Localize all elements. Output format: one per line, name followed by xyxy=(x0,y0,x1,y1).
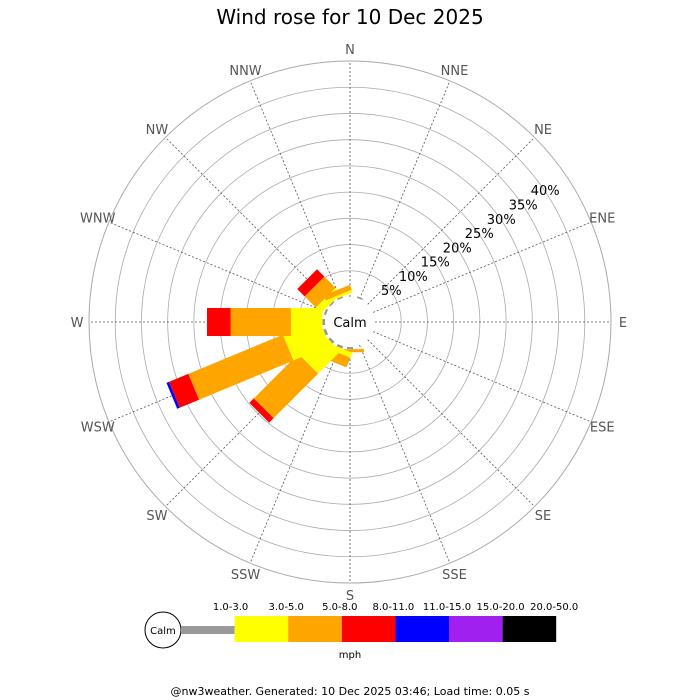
footer-text: @nw3weather. Generated: 10 Dec 2025 03:4… xyxy=(170,685,530,698)
legend-unit-label: mph xyxy=(339,650,361,661)
radial-tick-label: 40% xyxy=(531,184,560,199)
bar-nnw-1.0-3.0 xyxy=(337,296,344,301)
legend-label-1.0-3.0: 1.0-3.0 xyxy=(213,602,248,613)
direction-label-n: N xyxy=(345,43,355,58)
radial-tick-label: 30% xyxy=(487,213,516,228)
bar-wsw-11.0-15.0 xyxy=(166,381,180,409)
bar-sw-5.0-8.0 xyxy=(253,353,319,419)
spoke-ese xyxy=(372,331,592,423)
legend-calm-label: Calm xyxy=(150,626,176,637)
legend: Calm 1.0-3.0 3.0-5.0 5.0-8.0 8.0-11.0 11.0-15… xyxy=(144,602,578,661)
bar-nw-1.0-3.0 xyxy=(329,301,335,307)
radial-tick-label: 20% xyxy=(443,241,472,256)
legend-swatch-1.0-3.0 xyxy=(181,626,235,634)
bar-w-5.0-8.0 xyxy=(230,308,291,336)
spoke-nne xyxy=(359,80,451,300)
polar-grid xyxy=(88,60,612,584)
direction-label-ne: NE xyxy=(534,123,552,138)
legend-label-3.0-5.0: 3.0-5.0 xyxy=(268,602,303,613)
bar-wsw-5.0-8.0 xyxy=(188,334,294,400)
direction-label-w: W xyxy=(71,316,84,331)
legend-label-5.0-8.0: 5.0-8.0 xyxy=(322,602,357,613)
calm-label: Calm xyxy=(333,316,366,331)
spoke-ne xyxy=(367,137,535,305)
legend-swatch-15.0-20.0 xyxy=(449,616,503,642)
bar-nne-1.0-3.0 xyxy=(356,296,363,301)
direction-label-s: S xyxy=(346,589,354,604)
direction-label-nw: NW xyxy=(146,123,169,138)
spoke-ene xyxy=(372,221,592,313)
direction-label-sw: SW xyxy=(146,509,167,524)
direction-label-ese: ESE xyxy=(590,420,615,435)
radial-tick-label: 5% xyxy=(381,284,402,299)
bar-sw-8.0-11.0 xyxy=(249,398,274,423)
chart-title: Wind rose for 10 Dec 2025 xyxy=(216,5,484,29)
calm-circle xyxy=(327,299,373,345)
bar-nw-8.0-11.0 xyxy=(297,269,325,297)
legend-label-20.0-50.0: 20.0-50.0 xyxy=(530,602,578,613)
outer-ring xyxy=(88,60,612,584)
direction-label-e: E xyxy=(619,316,627,331)
bar-s-1.0-3.0 xyxy=(347,347,353,350)
bar-w-8.0-11.0 xyxy=(207,308,231,336)
direction-label-se: SE xyxy=(535,509,551,524)
direction-label-ssw: SSW xyxy=(231,568,261,583)
spoke-wnw xyxy=(108,221,328,313)
direction-label-wsw: WSW xyxy=(81,420,115,435)
direction-label-wnw: WNW xyxy=(80,212,116,227)
grid-ring xyxy=(193,165,507,479)
spoke-nnw xyxy=(249,80,341,300)
bar-nnw-5.0-8.0 xyxy=(323,284,352,301)
direction-label-sse: SSE xyxy=(442,568,467,583)
direction-label-nnw: NNW xyxy=(229,64,261,79)
bar-ssw-1.0-3.0 xyxy=(336,343,344,349)
spoke-ssw xyxy=(249,344,341,564)
legend-swatch-20.0-50.0 xyxy=(502,616,557,642)
legend-label-8.0-11.0: 8.0-11.0 xyxy=(373,602,415,613)
spoke-sse xyxy=(359,344,451,564)
bar-nnw-3.0-5.0 xyxy=(325,289,353,303)
legend-swatch-3.0-5.0 xyxy=(234,616,289,642)
bar-nw-5.0-8.0 xyxy=(304,276,336,308)
bar-w-1.0-3.0 xyxy=(322,319,325,325)
radial-tick-labels: 5%10%15%20%25%30%35%40% xyxy=(381,184,560,299)
calm-center: Calm xyxy=(327,299,373,345)
direction-label-nne: NNE xyxy=(441,64,469,79)
legend-swatch-11.0-15.0 xyxy=(395,616,449,642)
bar-w-3.0-5.0 xyxy=(290,308,323,336)
radial-tick-label: 25% xyxy=(465,227,494,242)
legend-swatch-5.0-8.0 xyxy=(288,616,342,642)
grid-ring xyxy=(141,113,559,531)
spoke-sw xyxy=(165,339,333,507)
bar-wsw-8.0-11.0 xyxy=(168,373,200,408)
bar-sw-3.0-5.0 xyxy=(298,331,341,374)
radial-tick-label: 15% xyxy=(421,256,450,271)
legend-swatch-8.0-11.0 xyxy=(341,616,396,642)
spoke-se xyxy=(367,339,535,507)
radial-tick-label: 35% xyxy=(509,199,538,214)
wind-bars xyxy=(166,269,364,423)
direction-label-ene: ENE xyxy=(589,212,615,227)
bar-sw-1.0-3.0 xyxy=(328,337,335,344)
radial-tick-label: 10% xyxy=(399,270,428,285)
legend-label-15.0-20.0: 15.0-20.0 xyxy=(477,602,525,613)
bar-wsw-1.0-3.0 xyxy=(323,328,329,336)
legend-label-11.0-15.0: 11.0-15.0 xyxy=(423,602,471,613)
direction-labels: N NNE NE ENE E ESE SE SSE S SSW SW WSW W WNW NW NNW xyxy=(71,43,628,604)
bar-wnw-1.0-3.0 xyxy=(323,308,329,316)
spoke-nw xyxy=(165,137,333,305)
